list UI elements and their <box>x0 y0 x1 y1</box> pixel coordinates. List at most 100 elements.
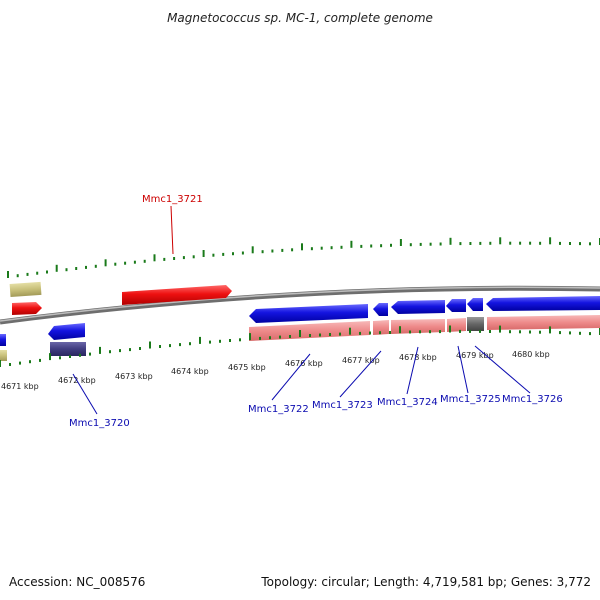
inner-tick <box>149 341 151 349</box>
inner-tick <box>349 327 351 335</box>
outer-tick <box>499 237 502 245</box>
outer-tick <box>301 243 303 251</box>
genome-backbone-highlight <box>0 286 600 322</box>
inner-tick <box>169 344 171 348</box>
outer-tick <box>399 239 402 246</box>
outer-tick <box>529 241 532 245</box>
inner-tick <box>229 339 231 342</box>
gene-mmc1-3723-arrow[interactable] <box>373 303 388 316</box>
leader-line-3720 <box>72 373 98 415</box>
outer-tick <box>114 262 117 266</box>
inner-tick <box>119 349 121 353</box>
scale-label: 4673 kbp <box>115 372 153 381</box>
dark-feature-block[interactable] <box>50 342 86 356</box>
gene-mmc1-3724-arrow[interactable] <box>391 300 445 314</box>
outer-tick <box>489 241 492 245</box>
outer-tick <box>310 247 313 251</box>
outer-tick <box>509 241 512 245</box>
gene-mmc1-3725-arrow[interactable] <box>446 299 466 312</box>
reverse-shadow-3[interactable] <box>391 319 445 334</box>
inner-tick <box>329 333 331 336</box>
outer-tick <box>569 242 571 245</box>
inner-tick <box>389 331 391 334</box>
rna-feature-edge[interactable] <box>0 350 7 361</box>
gene-label-mmc1-3725[interactable]: Mmc1_3725 <box>440 394 501 405</box>
outer-tick <box>419 242 422 246</box>
gene-mmc1-3721-arrow[interactable] <box>122 285 232 305</box>
gene-mmc1-3726-arrow[interactable] <box>486 296 600 311</box>
inner-tick <box>469 329 471 333</box>
outer-tick <box>370 244 373 248</box>
inner-tick <box>519 330 521 334</box>
inner-tick <box>579 331 581 335</box>
rna-feature-left[interactable] <box>9 281 42 298</box>
outer-tick <box>320 246 323 250</box>
cds-forward-left[interactable] <box>12 302 42 315</box>
cds-reverse-edge[interactable] <box>0 334 6 346</box>
outer-tick <box>75 267 78 270</box>
reverse-strand-features <box>0 296 600 361</box>
reverse-shadow-4[interactable] <box>447 318 466 332</box>
outer-tick <box>202 250 205 257</box>
outer-tick <box>7 271 9 278</box>
inner-tick <box>529 330 531 334</box>
inner-tick <box>319 333 321 337</box>
outer-tick <box>380 244 383 248</box>
outer-tick <box>94 264 97 268</box>
inner-tick <box>89 352 91 356</box>
outer-tick <box>124 261 127 265</box>
inner-tick <box>99 346 101 354</box>
inner-tick <box>219 339 221 343</box>
reverse-shadow-1[interactable] <box>249 321 370 341</box>
reverse-shadow-gray[interactable] <box>467 317 484 331</box>
reverse-shadow-5[interactable] <box>487 315 600 330</box>
inner-tick <box>439 330 441 334</box>
gene-label-mmc1-3723[interactable]: Mmc1_3723 <box>312 400 373 411</box>
gene-label-mmc1-3722[interactable]: Mmc1_3722 <box>248 404 309 415</box>
inner-tick <box>399 326 401 334</box>
reverse-shadow-2[interactable] <box>373 320 389 335</box>
gene-mmc1-3722-arrow[interactable] <box>249 304 368 323</box>
outer-tick <box>163 257 166 261</box>
inner-tick <box>239 338 241 342</box>
gene-label-mmc1-3726[interactable]: Mmc1_3726 <box>502 394 563 405</box>
gene-label-mmc1-3720[interactable]: Mmc1_3720 <box>69 418 130 429</box>
gene-mmc1-3725b-arrow[interactable] <box>467 298 483 311</box>
inner-tick <box>269 336 271 340</box>
outer-tick <box>104 259 107 267</box>
inner-tick <box>419 330 421 334</box>
inner-tick <box>139 347 141 350</box>
inner-tick <box>279 335 281 339</box>
leader-line-3724 <box>406 346 419 395</box>
outer-tick <box>549 237 552 245</box>
inner-tick <box>179 343 181 347</box>
scale-label: 4676 kbp <box>285 359 323 368</box>
inner-tick <box>539 330 541 334</box>
gene-label-mmc1-3721[interactable]: Mmc1_3721 <box>142 194 203 205</box>
outer-tick <box>519 241 522 245</box>
outer-tick <box>281 248 284 252</box>
inner-tick <box>299 330 301 337</box>
leader-line-3721 <box>170 205 174 255</box>
leader-line-3725 <box>457 345 469 394</box>
inner-tick <box>369 331 371 335</box>
outer-tick <box>232 252 234 256</box>
leader-line-3723 <box>339 350 382 398</box>
gene-mmc1-3720-arrow[interactable] <box>48 323 85 340</box>
inner-tick <box>79 353 81 357</box>
outer-tick <box>222 252 225 256</box>
outer-tick <box>153 254 156 262</box>
outer-tick <box>449 237 452 245</box>
outer-scale-ticks <box>7 237 600 278</box>
scale-label: 4678 kbp <box>399 353 437 362</box>
outer-tick <box>350 240 353 248</box>
inner-tick <box>359 331 361 335</box>
outer-tick <box>271 249 274 253</box>
outer-tick <box>46 270 48 274</box>
inner-tick <box>209 340 211 344</box>
inner-tick <box>69 355 71 358</box>
outer-tick <box>26 272 29 276</box>
gene-label-mmc1-3724[interactable]: Mmc1_3724 <box>377 397 438 408</box>
inner-tick <box>159 345 161 348</box>
